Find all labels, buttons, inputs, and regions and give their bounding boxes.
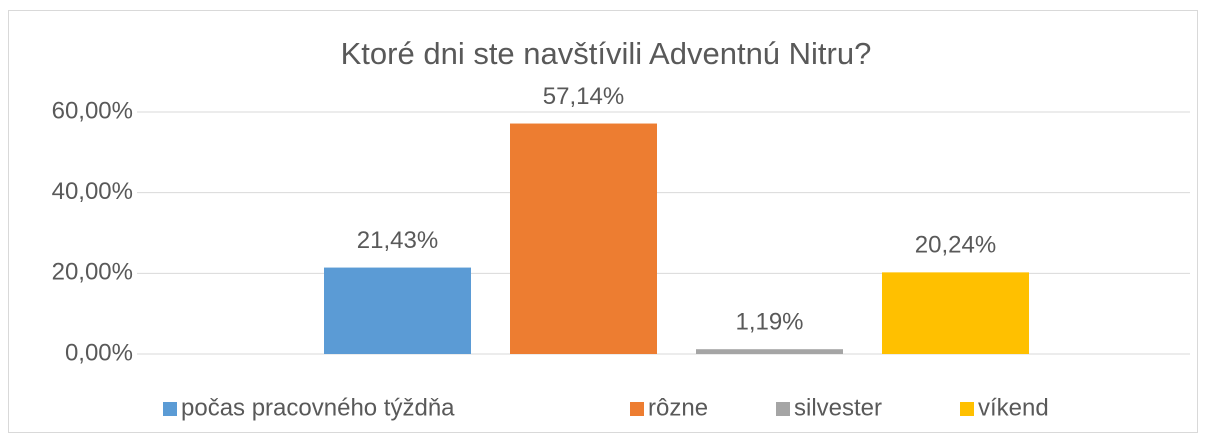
legend-label: silvester [794, 394, 882, 421]
legend-swatch [776, 402, 790, 416]
legend-swatch [960, 402, 974, 416]
data-label: 21,43% [357, 227, 438, 254]
bar [324, 267, 471, 354]
y-tick-label: 20,00% [52, 259, 133, 286]
y-tick-label: 0,00% [65, 339, 133, 366]
legend-label: víkend [978, 394, 1049, 421]
data-label: 1,19% [735, 309, 803, 336]
bar [510, 123, 657, 354]
chart-title: Ktoré dni ste navštívili Adventnú Nitru? [341, 36, 872, 71]
legend-swatch [163, 402, 177, 416]
y-tick-label: 40,00% [52, 178, 133, 205]
y-tick-label: 60,00% [52, 97, 133, 124]
data-label: 57,14% [543, 83, 624, 110]
legend-label: rôzne [648, 394, 708, 421]
legend-swatch [630, 402, 644, 416]
data-label: 20,24% [915, 232, 996, 259]
legend-label: počas pracovného týždňa [181, 394, 455, 421]
bar [882, 272, 1029, 354]
bar [696, 349, 843, 354]
